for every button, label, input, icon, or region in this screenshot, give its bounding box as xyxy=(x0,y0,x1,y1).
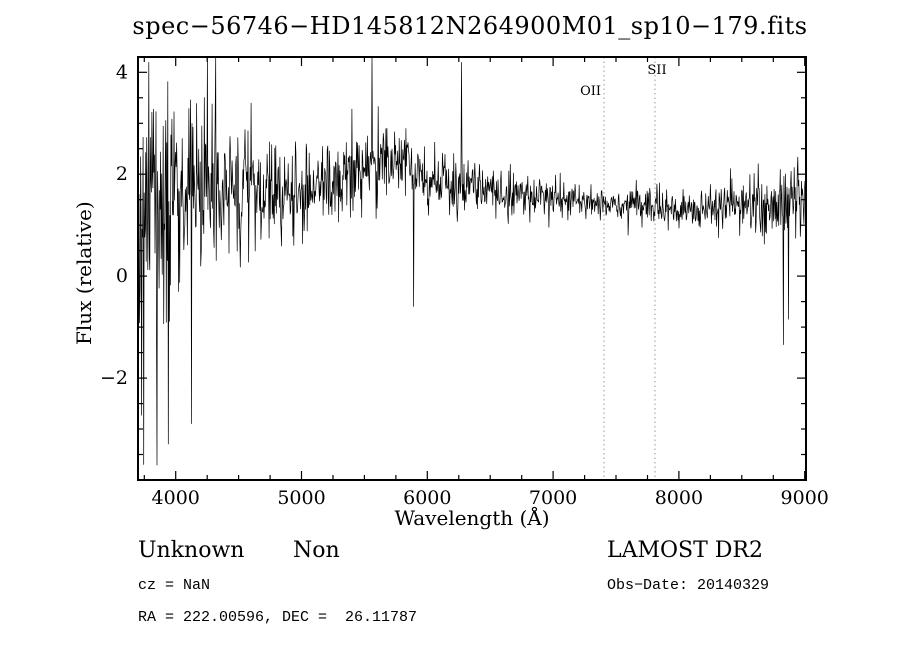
svg-text:OII: OII xyxy=(580,84,601,99)
svg-text:6000: 6000 xyxy=(403,487,451,509)
plot-title: spec−56746−HD145812N264900M01_sp10−179.f… xyxy=(132,12,808,40)
svg-text:7000: 7000 xyxy=(529,487,577,509)
svg-text:4: 4 xyxy=(116,61,128,83)
svg-text:9000: 9000 xyxy=(781,487,829,509)
svg-text:−2: −2 xyxy=(100,367,128,389)
ra-dec-value: RA = 222.00596, DEC = 26.11787 xyxy=(138,609,418,626)
svg-text:5000: 5000 xyxy=(277,487,325,509)
cz-value: cz = NaN xyxy=(138,577,211,594)
svg-text:2: 2 xyxy=(116,163,128,185)
svg-text:SII: SII xyxy=(647,63,666,78)
x-axis-label: Wavelength (Å) xyxy=(394,506,550,530)
subclass-label: Non xyxy=(293,538,340,563)
svg-text:0: 0 xyxy=(116,265,128,287)
class-label: Unknown xyxy=(138,538,245,563)
survey-label: LAMOST DR2 xyxy=(607,538,763,563)
svg-text:4000: 4000 xyxy=(152,487,200,509)
svg-text:8000: 8000 xyxy=(655,487,703,509)
obs-date: Obs−Date: 20140329 xyxy=(607,577,770,594)
